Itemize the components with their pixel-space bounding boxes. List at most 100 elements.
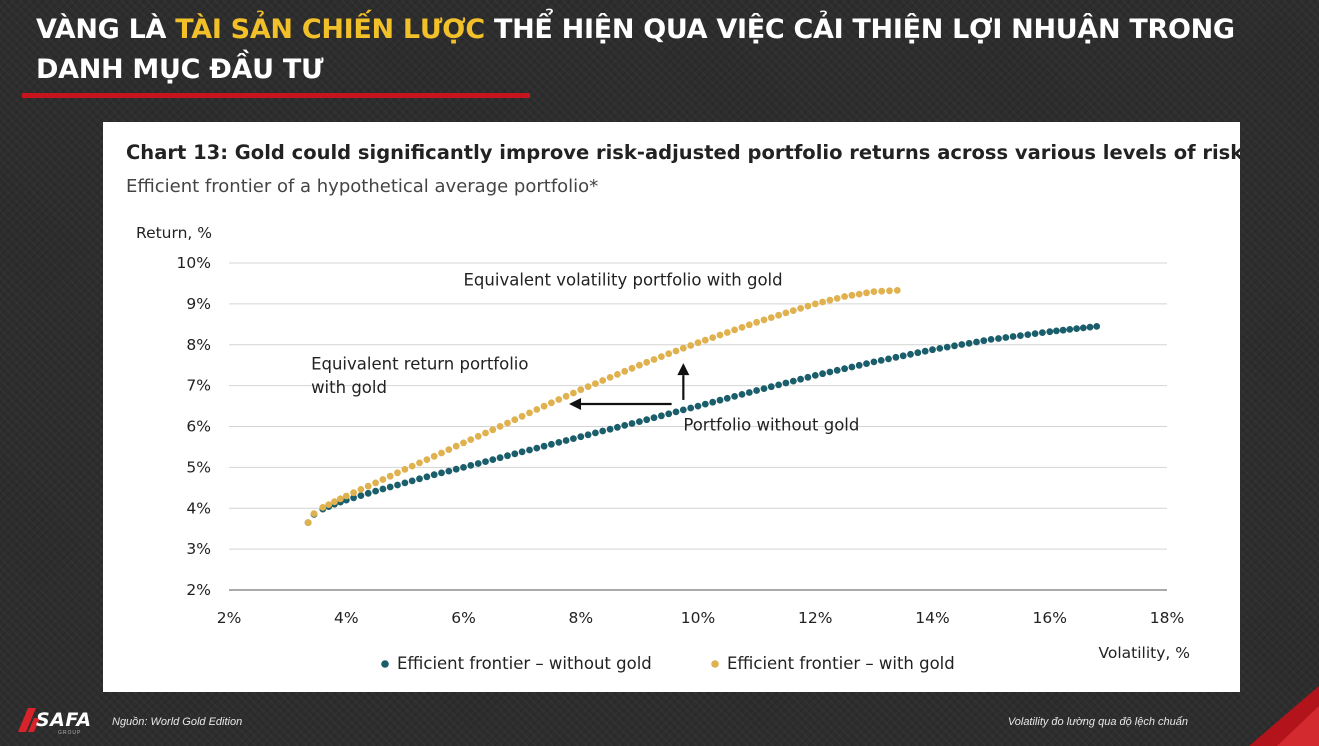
data-point <box>445 446 453 453</box>
legend-label: Efficient frontier – with gold <box>727 654 955 673</box>
data-point <box>716 331 724 339</box>
logo-text: SAFA <box>36 709 92 731</box>
data-point <box>643 416 651 424</box>
data-point <box>331 498 338 506</box>
data-point <box>504 452 511 460</box>
data-point <box>474 460 482 467</box>
data-point <box>533 406 541 413</box>
data-point <box>665 350 673 358</box>
data-point <box>893 287 901 294</box>
data-point <box>438 449 445 457</box>
source-note: Nguồn: World Gold Edition <box>112 716 243 728</box>
data-point <box>1031 330 1039 337</box>
x-tick-label: 4% <box>334 609 359 627</box>
data-point <box>592 429 599 437</box>
data-point <box>1024 331 1032 338</box>
corner-decoration <box>1249 686 1319 746</box>
data-point <box>650 414 658 422</box>
data-point <box>731 393 738 400</box>
y-tick-label: 7% <box>186 377 211 395</box>
data-point <box>401 479 409 487</box>
data-point <box>496 423 504 430</box>
series-layer <box>304 287 1101 526</box>
data-point <box>438 469 445 477</box>
data-point <box>430 471 438 479</box>
data-point <box>394 469 401 477</box>
data-point <box>1046 328 1054 336</box>
data-point <box>337 495 344 503</box>
annotation-label: Portfolio without gold <box>683 416 859 435</box>
data-point <box>606 425 614 433</box>
slide-title-highlight: TÀI SẢN CHIẾN LƯỢC <box>175 14 485 45</box>
data-point <box>584 431 592 439</box>
data-point <box>577 386 585 394</box>
data-point <box>811 372 819 379</box>
series-with-gold <box>304 287 901 526</box>
data-point <box>1093 323 1101 330</box>
data-point <box>1039 329 1046 336</box>
data-point <box>482 429 489 437</box>
data-point <box>760 385 768 392</box>
data-point <box>614 371 621 378</box>
data-point <box>753 318 760 326</box>
data-point <box>1086 323 1094 331</box>
data-point <box>386 483 394 491</box>
data-point <box>745 389 753 396</box>
y-tick-label: 6% <box>186 418 211 436</box>
data-point <box>1002 334 1010 341</box>
data-point <box>372 479 379 487</box>
data-point <box>1066 326 1074 333</box>
axis-ticks: 2% 3% 4% 5% 6% 7% 8% 9% 10% 2% 4% 6% 8% 10% 12% 14% 16% 1… <box>177 254 1185 627</box>
data-point <box>863 289 870 297</box>
data-point <box>430 452 438 460</box>
slide-title-part2: THỂ HIỆN QUA VIỆC CẢI THIỆN LỢI NHUẬN TR… <box>36 14 1235 85</box>
data-point <box>819 370 826 378</box>
data-point <box>709 398 717 406</box>
data-point <box>533 444 541 452</box>
data-point <box>636 361 643 369</box>
data-point <box>848 291 856 299</box>
logo-mark-icon <box>18 708 40 732</box>
chart-subtitle: Efficient frontier of a hypothetical ave… <box>126 176 598 197</box>
data-point <box>526 409 533 417</box>
data-point <box>826 368 834 376</box>
volatility-footnote: Volatility đo lường qua độ lệch chuẩn <box>1007 716 1188 728</box>
data-point <box>548 440 555 448</box>
data-point <box>811 300 819 308</box>
data-point <box>731 326 738 334</box>
data-point <box>570 435 577 442</box>
data-point <box>987 336 995 343</box>
data-point <box>489 426 497 434</box>
data-point <box>482 458 489 465</box>
data-point <box>863 360 870 367</box>
data-point <box>914 349 922 357</box>
data-point <box>452 465 460 473</box>
data-point <box>643 358 651 366</box>
y-tick-label: 10% <box>177 254 211 272</box>
data-point <box>672 408 680 416</box>
data-point <box>540 402 548 410</box>
data-point <box>797 375 804 383</box>
data-point <box>599 427 607 435</box>
data-point <box>518 412 526 420</box>
data-point <box>357 486 365 493</box>
slide-title-part1: VÀNG LÀ <box>36 14 176 45</box>
data-point <box>445 467 453 475</box>
data-point <box>628 420 636 427</box>
data-point <box>606 374 614 381</box>
data-point <box>489 456 497 463</box>
data-point <box>841 365 848 373</box>
data-point <box>833 366 841 374</box>
data-point <box>665 410 673 418</box>
x-tick-label: 12% <box>798 609 832 627</box>
data-point <box>709 334 717 341</box>
data-point <box>951 342 958 350</box>
data-point <box>753 387 760 394</box>
data-point <box>973 338 980 346</box>
data-point <box>679 344 687 352</box>
data-point <box>474 432 482 440</box>
data-point <box>804 302 812 310</box>
data-point <box>350 489 357 497</box>
data-point <box>423 456 431 463</box>
data-point <box>826 296 834 304</box>
